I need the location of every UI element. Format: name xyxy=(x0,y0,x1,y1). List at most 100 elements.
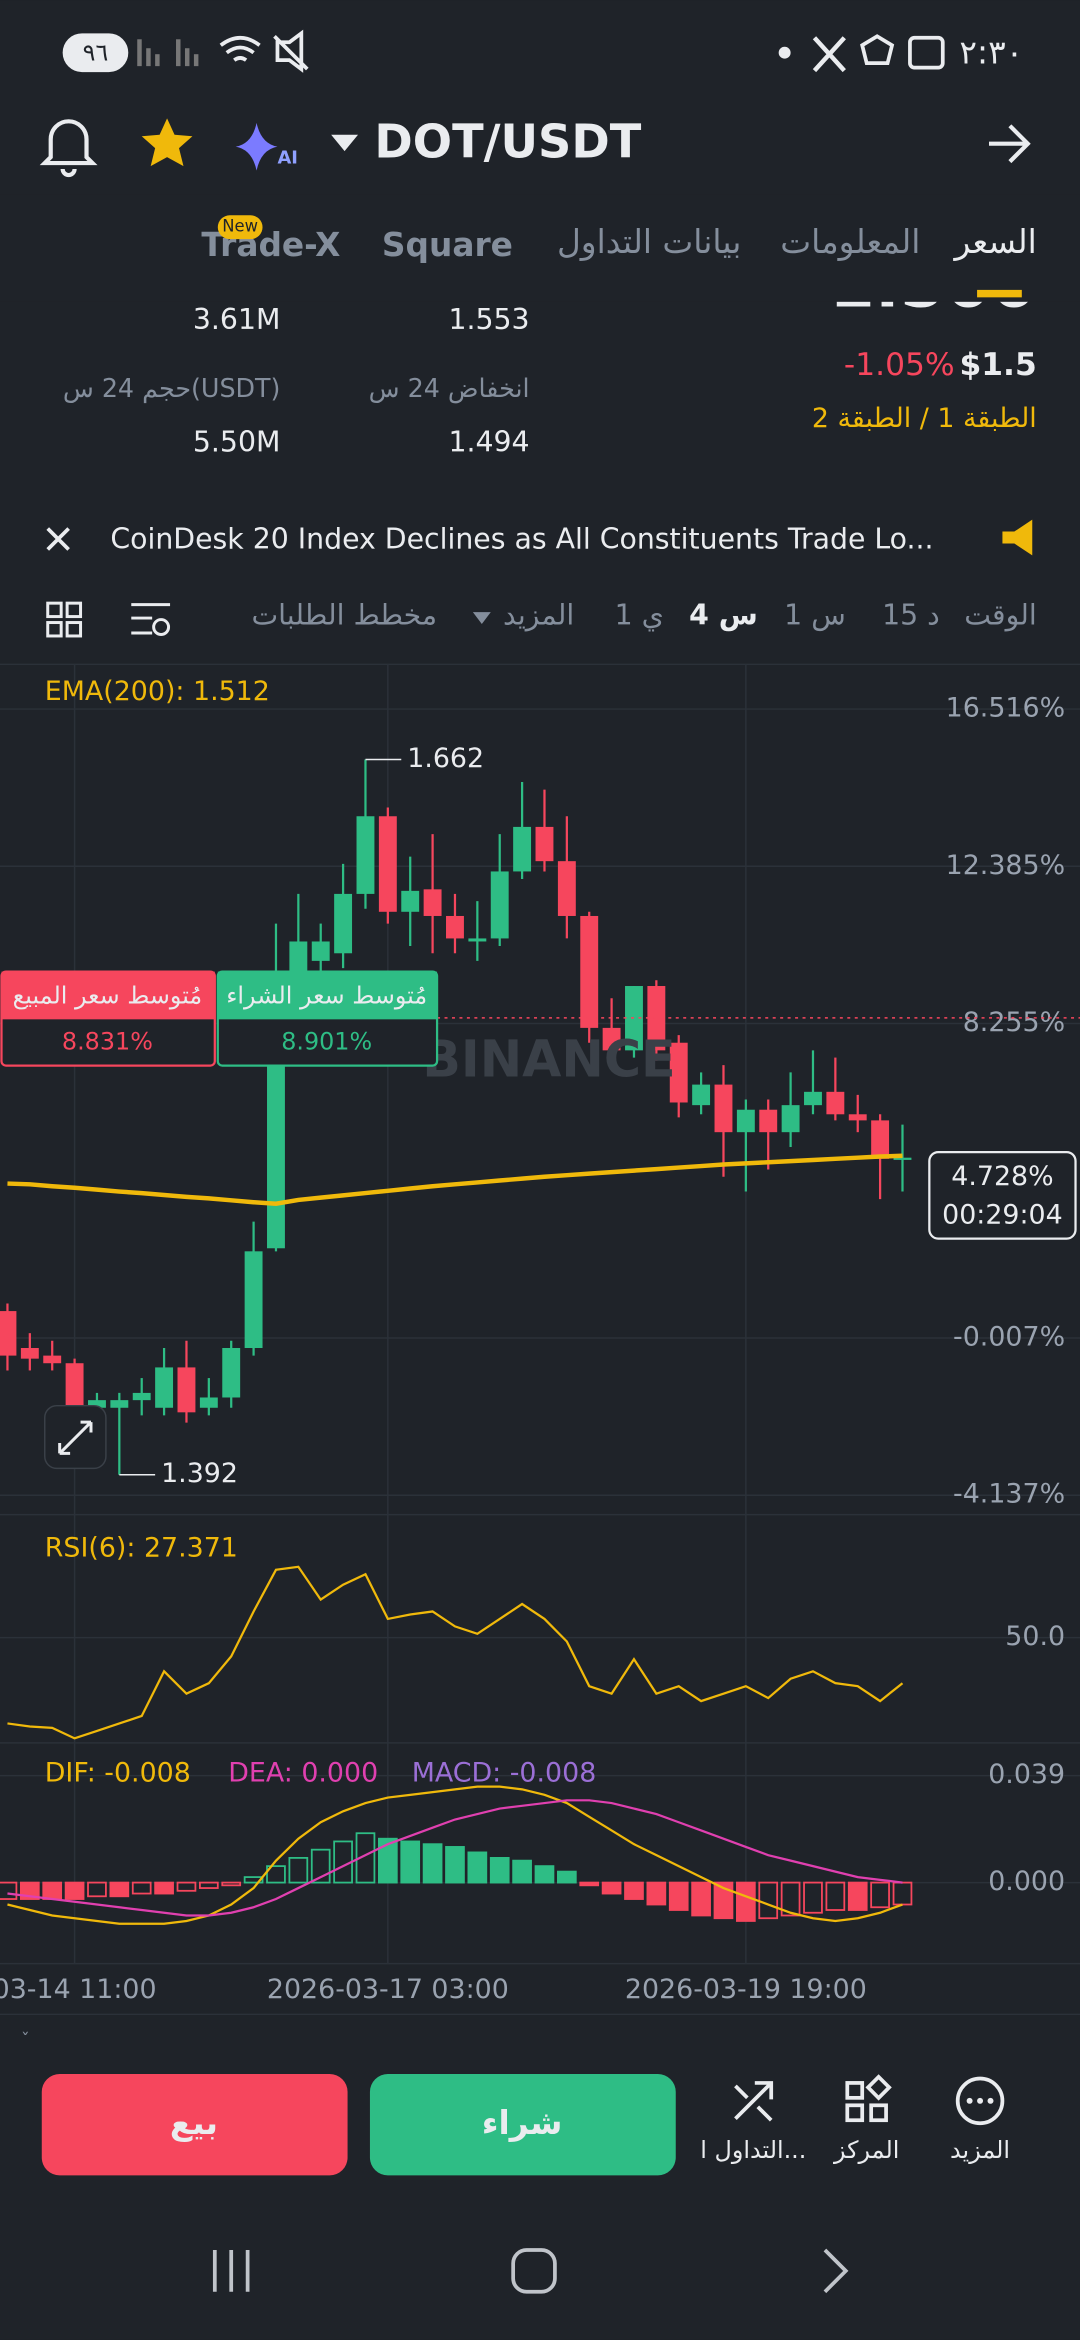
macd-bar xyxy=(243,1876,264,1884)
candle-body xyxy=(602,1027,621,1051)
news-ticker[interactable]: CoinDesk 20 Index Declines as All Consti… xyxy=(110,522,933,555)
x-tick-label: 2026-03-17 03:00 xyxy=(267,1974,509,2005)
candle-body xyxy=(65,1363,84,1408)
favorite-star[interactable] xyxy=(141,118,193,167)
dif-label: DIF: -0.008 xyxy=(45,1758,191,1789)
buy-button-label[interactable]: شراء xyxy=(482,2104,563,2142)
macd-bar xyxy=(624,1881,644,1900)
nav-back[interactable] xyxy=(823,2248,849,2294)
interval-4h[interactable]: 4 س xyxy=(689,599,758,632)
candle-body xyxy=(356,816,375,894)
more-icon[interactable] xyxy=(955,2076,1005,2126)
macd-bar xyxy=(825,1881,846,1911)
macd-bar xyxy=(780,1881,801,1917)
sell-button[interactable] xyxy=(41,2073,348,2176)
candle-body xyxy=(871,1120,890,1159)
candle-body xyxy=(714,1084,733,1133)
depth-chart[interactable]: مخطط الطلبات xyxy=(252,599,438,632)
candle-body xyxy=(88,1400,106,1408)
candle-body xyxy=(199,1397,218,1408)
candle-body xyxy=(669,1042,688,1103)
candle-body xyxy=(736,1109,755,1133)
candle-body xyxy=(759,1109,778,1133)
candle-body xyxy=(535,826,554,862)
macd-bar xyxy=(154,1881,174,1895)
new-badge xyxy=(217,215,263,240)
bell-icon[interactable] xyxy=(39,119,98,178)
price-change: -1.05% xyxy=(844,347,955,383)
macd-bar xyxy=(534,1865,555,1884)
macd-bar xyxy=(310,1848,331,1884)
interval-label: الوقت xyxy=(964,599,1037,632)
position-label[interactable]: المركز xyxy=(833,2136,899,2164)
ai-icon[interactable] xyxy=(235,122,278,171)
interval-1d[interactable]: 1 ي xyxy=(615,599,664,632)
trade-label[interactable]: التداول ا... xyxy=(700,2136,806,2164)
pair-title[interactable]: DOT/USDT xyxy=(374,115,641,169)
notification-dot xyxy=(778,46,791,59)
interval-more[interactable]: المزيد xyxy=(503,599,574,632)
battery xyxy=(62,33,129,73)
macd-bar xyxy=(355,1832,376,1884)
sell-avg-header xyxy=(1,971,215,1020)
nav-home[interactable] xyxy=(511,2248,557,2294)
dif-line xyxy=(7,1785,903,1925)
position-icon[interactable] xyxy=(845,2074,892,2123)
tab-price[interactable]: السعر xyxy=(952,223,1036,261)
layer-tag[interactable]: الطبقة 1 / الطبقة 2 xyxy=(812,403,1037,434)
stat-low: 1.494 xyxy=(448,426,529,459)
trade-icon[interactable] xyxy=(734,2081,774,2122)
stat-volume-top: 3.61M xyxy=(193,303,281,336)
macd-bar xyxy=(64,1881,85,1900)
nav-recents[interactable] xyxy=(212,2250,250,2292)
app-icon xyxy=(860,34,895,66)
buy-avg-label: مُتوسط سعر الشراء xyxy=(226,981,427,1009)
tab-trading-data[interactable]: بيانات التداول xyxy=(557,223,741,261)
x-tick-label: 2026-03-19 19:00 xyxy=(625,1974,867,2005)
stat-low-label: انخفاض 24 س xyxy=(369,373,530,404)
candle-body xyxy=(132,1392,151,1401)
candle-body xyxy=(781,1105,800,1133)
sell-button-label[interactable]: بيع xyxy=(170,2104,218,2142)
interval-15m[interactable]: 15 د xyxy=(882,599,940,632)
screenshot-icon xyxy=(908,35,945,70)
indicator-settings-icon[interactable] xyxy=(131,603,171,635)
candle-body xyxy=(0,1311,17,1356)
back-arrow[interactable] xyxy=(989,124,1031,164)
candle-body xyxy=(155,1367,174,1408)
candle-body xyxy=(267,1027,285,1249)
pair-dropdown[interactable] xyxy=(331,134,359,152)
tab-indicator xyxy=(977,289,1022,298)
macd-bar xyxy=(467,1851,488,1884)
macd-label: MACD: -0.008 xyxy=(412,1758,597,1789)
macd-bar xyxy=(579,1881,600,1887)
megaphone-icon xyxy=(1002,519,1033,556)
close-news[interactable] xyxy=(46,527,70,551)
macd-bar xyxy=(803,1881,823,1914)
scroll-marker: ˇ xyxy=(21,2030,30,2051)
candle-body xyxy=(692,1084,711,1106)
macd-bar xyxy=(221,1881,242,1887)
interval-1h[interactable]: 1 س xyxy=(784,599,846,632)
y-tick-label: 16.516% xyxy=(946,693,1065,724)
grid-layout-icon[interactable] xyxy=(46,601,83,638)
more-label[interactable]: المزيد xyxy=(950,2136,1010,2164)
tab-square[interactable]: Square xyxy=(382,226,513,264)
more-dots xyxy=(966,2097,994,2104)
macd-bar xyxy=(445,1846,465,1884)
candle-body xyxy=(490,871,509,939)
candle-body xyxy=(848,1114,867,1121)
macd-bar xyxy=(378,1837,398,1884)
candle-body xyxy=(513,826,532,872)
macd-bar xyxy=(422,1843,443,1884)
candle-body xyxy=(20,1348,39,1359)
tab-info[interactable]: المعلومات xyxy=(780,223,920,261)
expand-icon xyxy=(58,1420,93,1455)
buy-button[interactable] xyxy=(369,2073,676,2176)
ema-label: EMA(200): 1.512 xyxy=(45,676,270,707)
candle-body xyxy=(826,1091,845,1115)
candle-body xyxy=(580,915,599,1028)
